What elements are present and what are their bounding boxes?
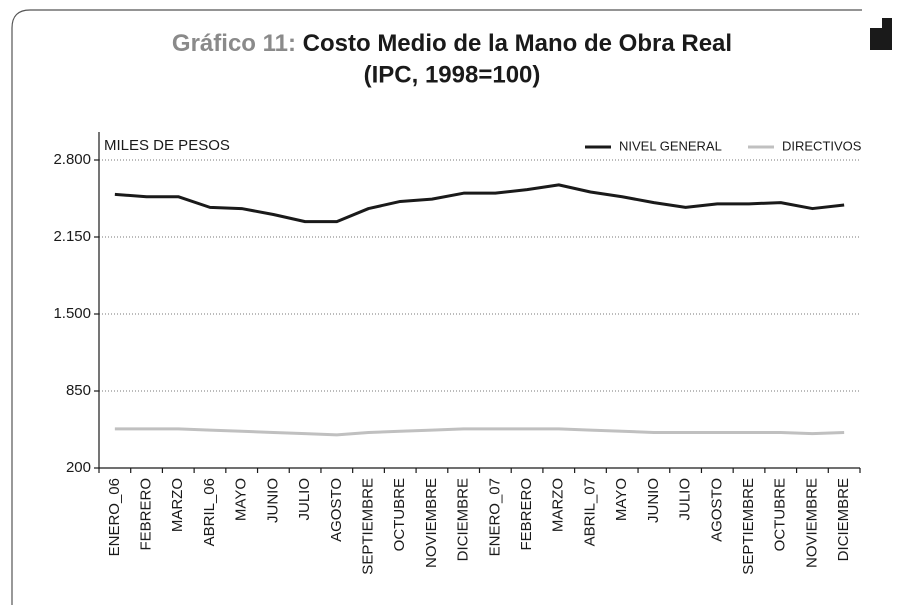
x-tick-label: JULIO <box>296 478 313 521</box>
chart-title: Gráfico 11: Costo Medio de la Mano de Ob… <box>172 30 732 57</box>
x-tick-label: NOVIEMBRE <box>803 478 820 568</box>
x-tick-label: FEBRERO <box>138 478 155 551</box>
x-tick-label: FEBRERO <box>518 478 535 551</box>
series-line <box>114 183 845 224</box>
y-axis-label: MILES DE PESOS <box>104 137 230 154</box>
x-tick-label: MARZO <box>169 478 186 532</box>
corner-mark <box>882 18 892 28</box>
y-tick-label: 200 <box>66 459 91 476</box>
series-line <box>114 427 845 437</box>
y-tick-label: 1.500 <box>53 305 91 322</box>
y-tick-label: 2.150 <box>53 228 91 245</box>
corner-mark <box>870 28 892 50</box>
y-tick-label: 2.800 <box>53 151 91 168</box>
x-tick-label: ABRIL_06 <box>201 478 218 546</box>
frame <box>11 9 862 605</box>
x-tick-label: DICIEMBRE <box>835 478 852 561</box>
legend-label: NIVEL GENERAL <box>619 138 722 153</box>
legend-label: DIRECTIVOS <box>782 138 862 153</box>
x-tick-label: JULIO <box>677 478 694 521</box>
x-tick-label: DICIEMBRE <box>455 478 472 561</box>
x-tick-label: ENERO_07 <box>486 478 503 556</box>
title-main: Costo Medio de la Mano de Obra Real <box>303 30 732 57</box>
x-tick-label: OCTUBRE <box>391 478 408 551</box>
x-tick-label: OCTUBRE <box>772 478 789 551</box>
x-tick-label: AGOSTO <box>328 478 345 542</box>
y-tick-label: 850 <box>66 382 91 399</box>
x-tick-label: JUNIO <box>264 478 281 523</box>
x-tick-label: AGOSTO <box>708 478 725 542</box>
x-tick-label: JUNIO <box>645 478 662 523</box>
chart-subtitle: (IPC, 1998=100) <box>364 61 541 88</box>
x-tick-label: SEPTIEMBRE <box>740 478 757 575</box>
x-tick-label: MAYO <box>613 478 630 521</box>
x-tick-label: ENERO_06 <box>106 478 123 556</box>
x-tick-label: MAYO <box>233 478 250 521</box>
x-tick-label: NOVIEMBRE <box>423 478 440 568</box>
x-tick-label: SEPTIEMBRE <box>359 478 376 575</box>
x-tick-label: MARZO <box>550 478 567 532</box>
x-tick-label: ABRIL_07 <box>581 478 598 546</box>
title-label: Gráfico 11: <box>172 30 296 57</box>
